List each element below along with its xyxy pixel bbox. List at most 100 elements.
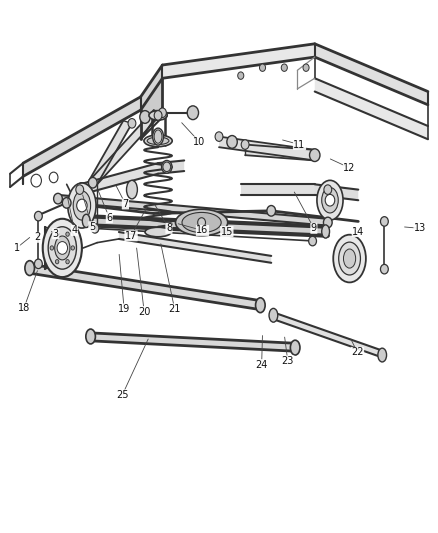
Circle shape <box>310 149 320 161</box>
Circle shape <box>303 64 309 71</box>
Circle shape <box>215 132 223 141</box>
Polygon shape <box>162 44 315 78</box>
Text: 13: 13 <box>414 223 426 233</box>
Ellipse shape <box>290 340 300 355</box>
Ellipse shape <box>378 348 387 362</box>
Ellipse shape <box>82 214 90 228</box>
Ellipse shape <box>322 225 329 238</box>
Text: 21: 21 <box>169 304 181 314</box>
Text: 22: 22 <box>351 348 364 358</box>
Circle shape <box>53 193 62 204</box>
Circle shape <box>322 183 333 196</box>
Text: 6: 6 <box>106 213 113 223</box>
Circle shape <box>187 106 198 119</box>
Polygon shape <box>241 184 315 195</box>
Text: 2: 2 <box>34 232 40 243</box>
Text: 10: 10 <box>193 137 205 147</box>
Ellipse shape <box>145 227 171 237</box>
Polygon shape <box>80 163 158 195</box>
Ellipse shape <box>149 111 167 120</box>
Polygon shape <box>141 65 162 110</box>
Text: 8: 8 <box>166 223 172 233</box>
Ellipse shape <box>176 209 228 236</box>
Ellipse shape <box>144 135 172 147</box>
Polygon shape <box>88 110 162 184</box>
Circle shape <box>55 260 59 264</box>
Circle shape <box>323 217 332 228</box>
Circle shape <box>71 246 74 250</box>
Ellipse shape <box>322 188 338 213</box>
Ellipse shape <box>43 219 82 277</box>
Polygon shape <box>119 232 271 263</box>
Ellipse shape <box>154 130 162 143</box>
Circle shape <box>31 174 42 187</box>
Text: 20: 20 <box>138 306 150 317</box>
Ellipse shape <box>152 128 163 145</box>
Polygon shape <box>245 144 315 160</box>
Text: 17: 17 <box>125 231 137 241</box>
Polygon shape <box>28 264 262 310</box>
Polygon shape <box>315 78 428 139</box>
Circle shape <box>50 246 53 250</box>
Circle shape <box>381 264 389 274</box>
Ellipse shape <box>343 249 356 268</box>
Text: 7: 7 <box>122 199 128 209</box>
Ellipse shape <box>48 227 77 269</box>
Circle shape <box>66 232 69 236</box>
Polygon shape <box>58 195 328 225</box>
Circle shape <box>91 223 99 233</box>
Ellipse shape <box>25 261 35 276</box>
Text: 19: 19 <box>118 304 130 314</box>
Ellipse shape <box>127 180 138 199</box>
Circle shape <box>324 185 332 195</box>
Circle shape <box>88 177 97 188</box>
Circle shape <box>62 198 71 208</box>
Ellipse shape <box>269 309 278 322</box>
Circle shape <box>155 111 162 119</box>
Text: 4: 4 <box>71 225 78 236</box>
Circle shape <box>281 64 287 71</box>
Polygon shape <box>88 333 297 351</box>
Text: 11: 11 <box>293 140 306 150</box>
Circle shape <box>55 232 59 236</box>
Circle shape <box>77 199 87 212</box>
Circle shape <box>154 111 162 120</box>
Text: 3: 3 <box>53 229 59 239</box>
Text: 15: 15 <box>221 227 233 237</box>
Ellipse shape <box>339 242 360 275</box>
Ellipse shape <box>255 298 265 313</box>
Circle shape <box>241 140 249 149</box>
Circle shape <box>66 260 69 264</box>
Polygon shape <box>84 216 328 236</box>
Circle shape <box>128 118 136 128</box>
Ellipse shape <box>68 183 96 228</box>
Text: 5: 5 <box>89 222 95 232</box>
Circle shape <box>49 172 58 183</box>
Circle shape <box>76 185 84 195</box>
Ellipse shape <box>86 329 95 344</box>
Text: 14: 14 <box>352 227 364 237</box>
Text: 25: 25 <box>116 390 129 400</box>
Polygon shape <box>88 120 132 184</box>
Circle shape <box>35 212 42 221</box>
Text: 18: 18 <box>18 303 30 313</box>
Circle shape <box>35 259 42 269</box>
Ellipse shape <box>73 191 91 220</box>
Circle shape <box>162 160 172 173</box>
Circle shape <box>259 64 265 71</box>
Text: 12: 12 <box>343 163 356 173</box>
Text: 1: 1 <box>14 243 20 253</box>
Text: 16: 16 <box>196 225 208 236</box>
Circle shape <box>198 217 205 227</box>
Polygon shape <box>219 136 315 160</box>
Circle shape <box>57 241 67 254</box>
Circle shape <box>159 108 166 117</box>
Ellipse shape <box>55 236 70 260</box>
Ellipse shape <box>317 180 343 220</box>
Ellipse shape <box>333 235 366 282</box>
Circle shape <box>76 183 88 197</box>
Text: 24: 24 <box>255 360 268 369</box>
Polygon shape <box>141 78 162 139</box>
Polygon shape <box>271 312 385 358</box>
Text: 23: 23 <box>282 356 294 366</box>
